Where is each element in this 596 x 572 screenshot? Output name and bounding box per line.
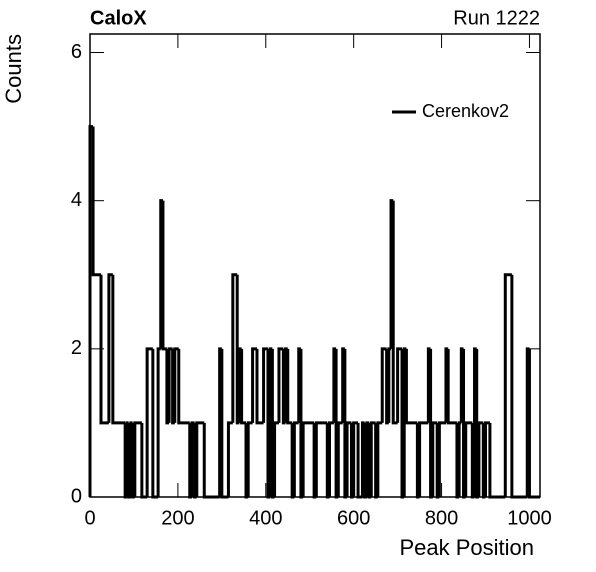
histogram-bin	[510, 274, 528, 499]
histogram-bin	[464, 421, 473, 497]
histogram-bin	[488, 422, 506, 499]
y-tick-label: 0	[71, 485, 82, 507]
histogram-bin	[161, 200, 167, 351]
histogram-bin	[328, 421, 334, 497]
x-tick-label: 200	[161, 507, 194, 529]
histogram-bin	[111, 274, 126, 425]
histogram-bin	[404, 348, 418, 425]
histogram-bin	[418, 421, 429, 497]
x-tick-label: 800	[425, 507, 458, 529]
y-tick-label: 6	[71, 41, 82, 63]
histogram-bin	[195, 421, 205, 497]
histogram-bin	[437, 421, 446, 497]
histogram-bin	[202, 422, 220, 499]
histogram-bin	[314, 421, 328, 497]
histogram-bin	[133, 421, 142, 497]
histogram-bin	[226, 421, 233, 497]
histogram-bin	[156, 347, 161, 497]
histogram-bin	[301, 421, 315, 497]
legend-label: Cerenkov2	[422, 101, 509, 121]
histogram-bin	[446, 348, 457, 425]
histogram-bin	[140, 422, 148, 499]
x-tick-label: 600	[337, 507, 370, 529]
y-axis-label: Counts	[1, 34, 26, 104]
histogram-bin	[387, 347, 392, 423]
histogram-bin	[336, 421, 343, 497]
histogram-bin	[457, 421, 462, 497]
histogram-bin	[99, 274, 109, 425]
histogram-bin	[503, 273, 512, 497]
histogram-bin	[240, 348, 247, 425]
histogram-bin	[220, 348, 229, 499]
histogram-bin	[246, 421, 253, 497]
histogram-bin	[286, 348, 293, 425]
y-tick-label: 2	[71, 337, 82, 359]
chart-subtitle: Run 1222	[453, 7, 540, 29]
histogram-bin	[273, 421, 279, 497]
histogram-bin	[292, 421, 299, 497]
histogram-bin	[145, 347, 153, 497]
histogram-bin	[527, 348, 540, 499]
x-tick-label: 400	[249, 507, 282, 529]
y-tick-label: 4	[71, 189, 82, 211]
histogram-bin	[255, 348, 264, 425]
histogram-bin	[177, 348, 190, 425]
x-tick-label: 1000	[507, 507, 552, 529]
histogram-bin	[151, 348, 159, 499]
x-tick-label: 0	[84, 507, 95, 529]
chart-title: CaloX	[90, 7, 147, 29]
histogram-bin	[91, 126, 101, 277]
x-axis-label: Peak Position	[399, 535, 534, 560]
histogram-bin	[376, 421, 383, 497]
